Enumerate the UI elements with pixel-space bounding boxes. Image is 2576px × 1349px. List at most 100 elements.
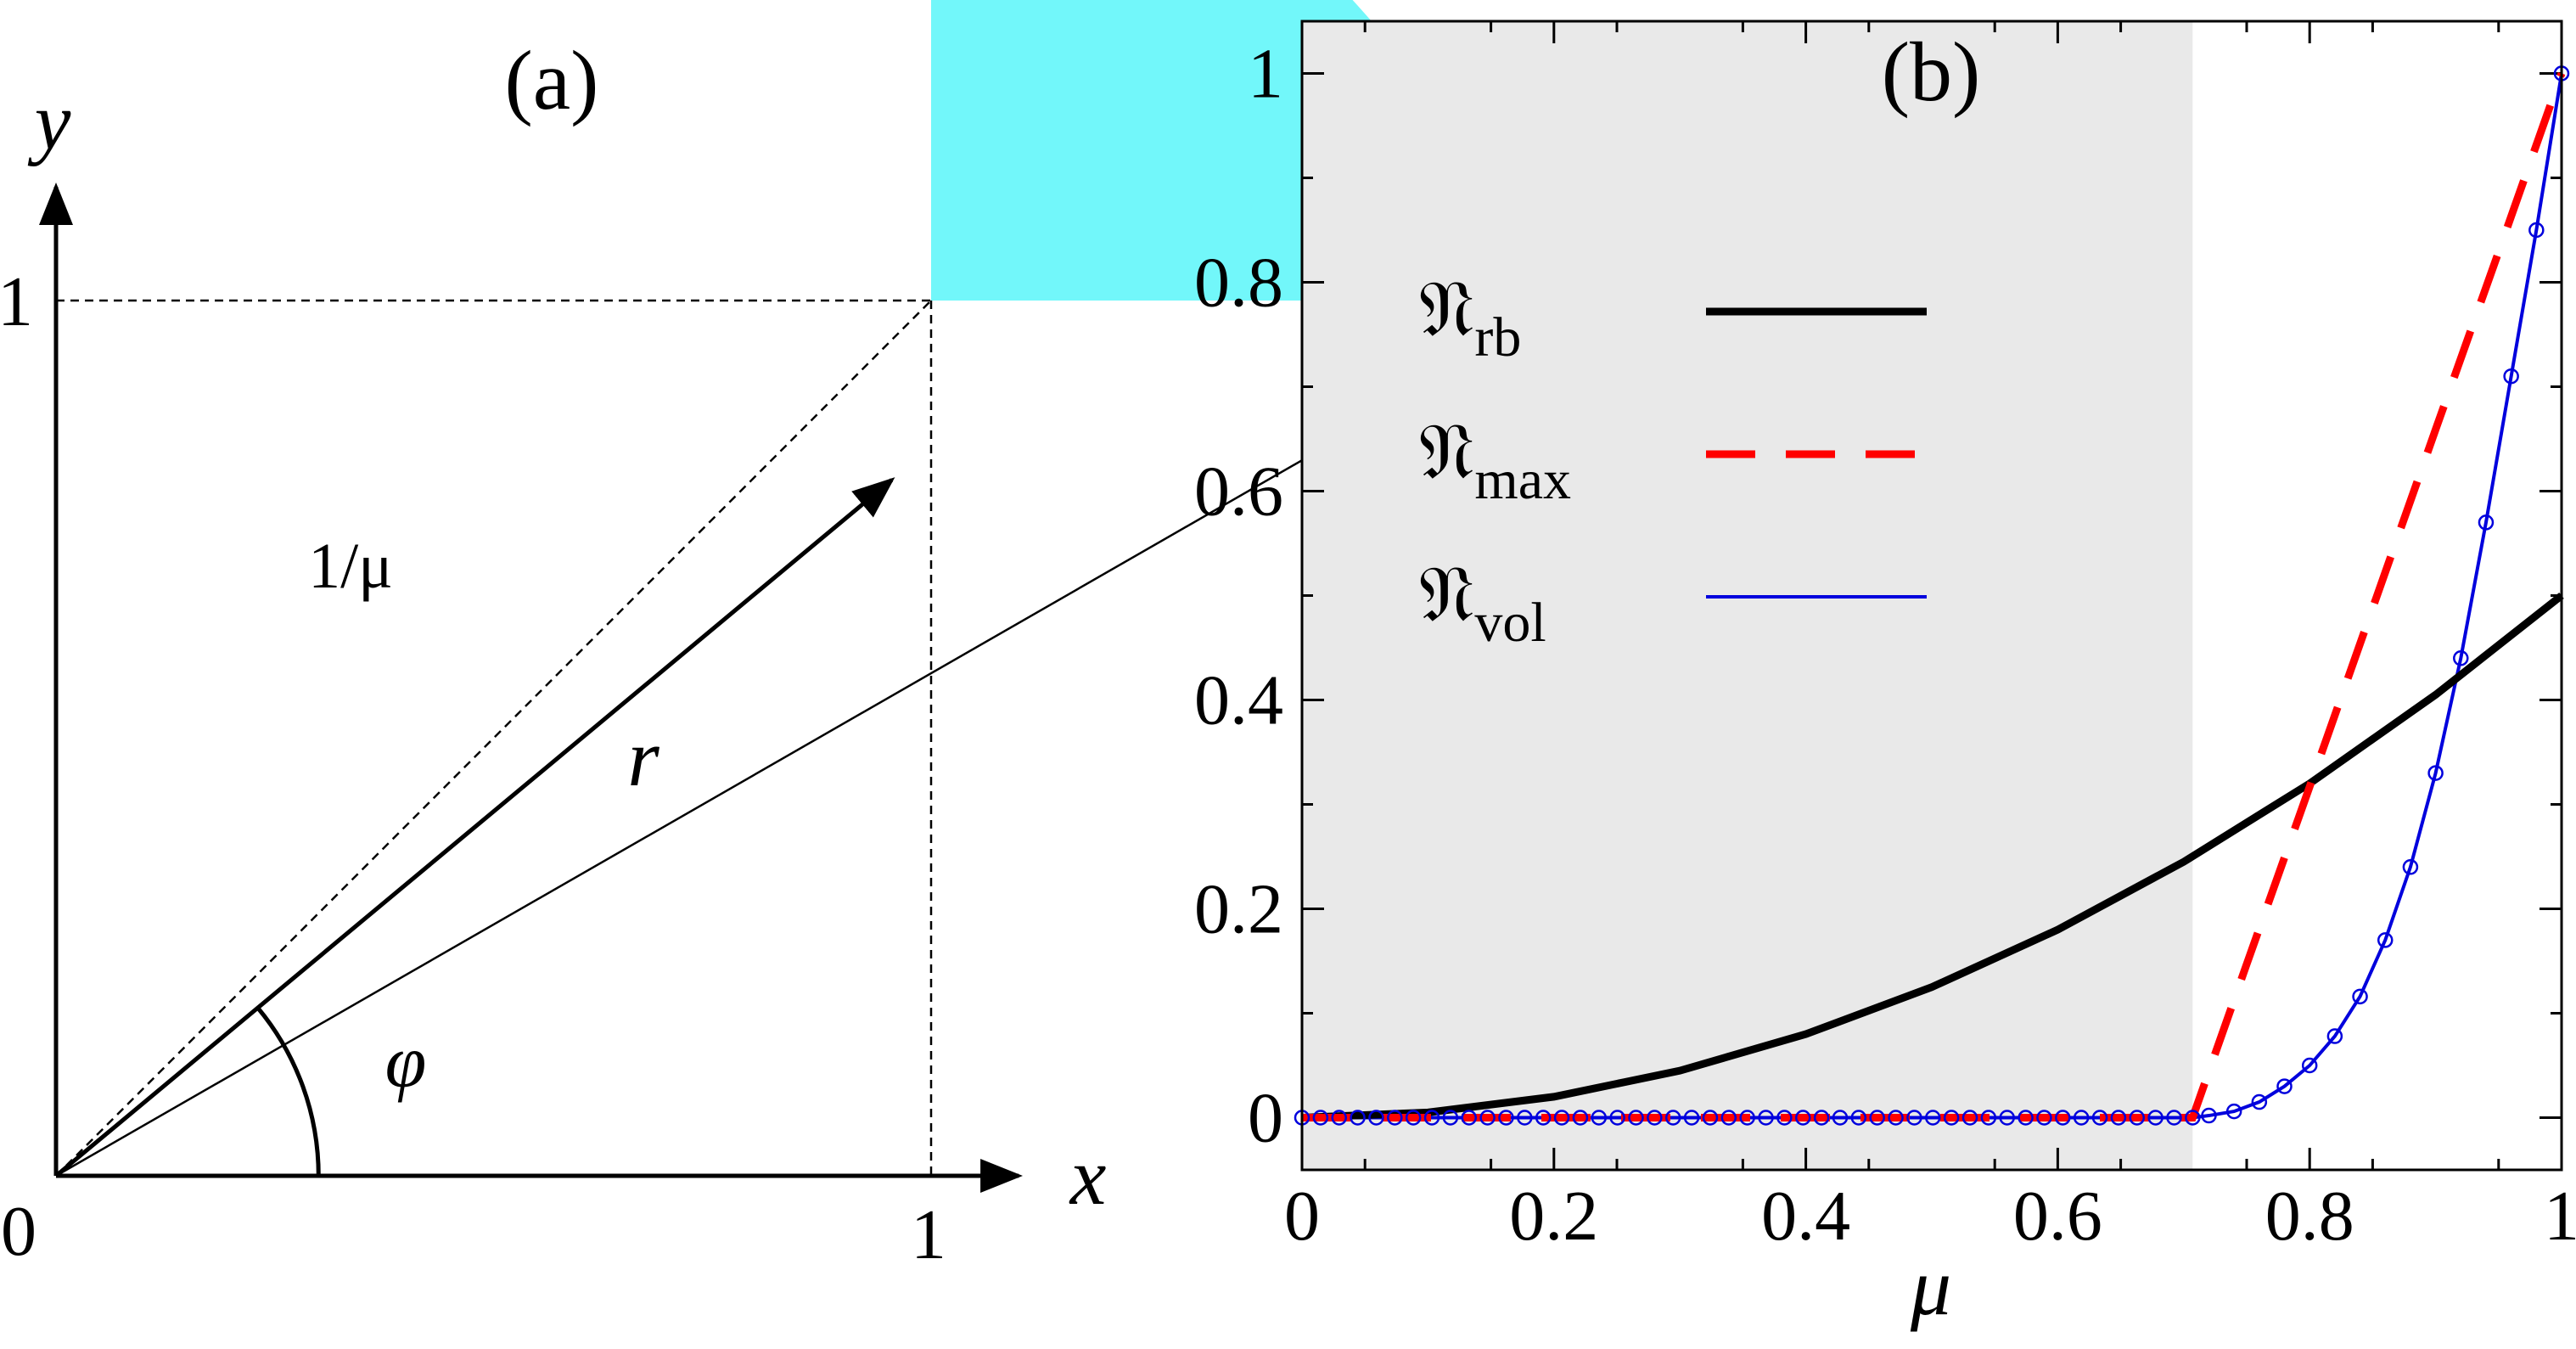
y-tick-label: 1 (1248, 35, 1283, 114)
series-vol-marker (1553, 1110, 1570, 1126)
y-one-label: 1 (0, 262, 33, 341)
series-vol-marker (1813, 1110, 1830, 1126)
x-tick-label: 0.2 (1509, 1177, 1598, 1256)
series-vol-marker (1888, 1110, 1904, 1126)
series-vol-marker (2528, 222, 2545, 239)
series-vol-marker (2129, 1110, 2146, 1126)
series-vol-marker (1535, 1110, 1552, 1126)
series-vol-marker (2091, 1110, 2108, 1126)
series-vol-marker (1312, 1110, 1329, 1126)
series-vol-marker (1405, 1110, 1422, 1126)
x-tick-label: 0.8 (2265, 1177, 2354, 1256)
x-tick-label: 0 (1284, 1177, 1320, 1256)
y-tick-label: 0.4 (1194, 661, 1283, 740)
series-vol-marker (2402, 859, 2419, 875)
series-vol-marker (1720, 1110, 1737, 1126)
series-vol-marker (1368, 1110, 1384, 1126)
series-vol-marker (2276, 1078, 2293, 1094)
r-label: r (627, 712, 659, 803)
series-vol-marker (1999, 1110, 2015, 1126)
series-vol-marker (2166, 1110, 2182, 1126)
series-layer (1294, 65, 2570, 1126)
y-tick-label: 0.8 (1194, 244, 1283, 323)
x-one-label: 1 (911, 1195, 946, 1274)
series-vol-marker (1739, 1110, 1755, 1126)
series-vol-marker (1498, 1110, 1514, 1126)
panel-a-label: (a) (505, 33, 599, 127)
r-vector-arrow (54, 477, 895, 1178)
series-vol-marker (2453, 650, 2469, 666)
series-vol-marker (1442, 1110, 1459, 1126)
series-vol-marker (1350, 1110, 1366, 1126)
series-vol-marker (2185, 1110, 2201, 1126)
series-vol-marker (1906, 1110, 1922, 1126)
series-vol-marker (2377, 932, 2394, 948)
y-axis-label: y (27, 76, 71, 166)
plot-frame (1300, 20, 2563, 1172)
series-vol-marker (2055, 1110, 2071, 1126)
series-vol-marker (1980, 1110, 1997, 1126)
series-vol-marker (1664, 1110, 1681, 1126)
series-vol-marker (1702, 1110, 1719, 1126)
phi-label: φ (385, 1021, 427, 1104)
origin-label: 0 (1, 1192, 36, 1271)
series-vol-marker (1461, 1110, 1478, 1126)
series-vol-marker (2301, 1057, 2318, 1074)
series-vol-marker (1943, 1110, 1960, 1126)
x-tick-label: 0.6 (2013, 1177, 2102, 1256)
series-vol-marker (2251, 1093, 2268, 1110)
y-tick-label: 0.6 (1194, 452, 1283, 531)
series-vol-marker (2110, 1110, 2127, 1126)
series-vol-marker (2018, 1110, 2034, 1126)
series-vol-marker (1850, 1110, 1867, 1126)
series-vol-marker (2201, 1107, 2217, 1124)
series-vol-marker (2503, 368, 2519, 385)
x-tick-label: 1 (2544, 1177, 2576, 1256)
diagonal-dashed (55, 300, 932, 1177)
series-vol-marker (2478, 514, 2495, 531)
series-vol-marker (2326, 1028, 2343, 1044)
legend-max-subscript: max (1474, 449, 1571, 511)
x-axis-label: x (1069, 1131, 1107, 1222)
series-vol-marker (1795, 1110, 1811, 1126)
series-vol-marker (1832, 1110, 1849, 1126)
legend-rb-subscript: rb (1474, 306, 1521, 368)
radius-label: 1/μ (308, 531, 393, 602)
x-tick-label: 0.4 (1761, 1177, 1850, 1256)
series-vol-marker (1517, 1110, 1533, 1126)
legend-vol-subscript: vol (1474, 592, 1546, 654)
y-tick-label: 0 (1248, 1079, 1283, 1158)
series-max-line (1302, 72, 2566, 1121)
panel-b-label: (b) (1882, 25, 1981, 119)
series-vol-marker (1869, 1110, 1885, 1126)
panel-b-chart: 0 0.2 0.4 0.6 0.8 1 0 0.2 0.4 0.6 0.8 1 (b) μ 𝔑rb𝔑m… (1194, 20, 2576, 1332)
series-vol-marker (1331, 1110, 1347, 1126)
x-axis-title: μ (1910, 1241, 1951, 1332)
series-rb-line (1301, 592, 2564, 1121)
series-vol-marker (2147, 1110, 2164, 1126)
tick-labels: 0 0.2 0.4 0.6 0.8 1 0 0.2 0.4 0.6 0.8 1 (1194, 35, 2576, 1256)
y-tick-label: 0.2 (1194, 870, 1283, 949)
series-vol-marker (2036, 1110, 2052, 1126)
series-vol-marker (1609, 1110, 1625, 1126)
series-vol-line (1302, 73, 2563, 1120)
series-vol-marker (2352, 988, 2368, 1005)
series-vol-marker (1423, 1110, 1440, 1126)
series-vol-marker (1387, 1110, 1403, 1126)
series-vol-marker (2225, 1103, 2242, 1120)
series-vol-marker (1683, 1110, 1700, 1126)
series-vol-marker (1628, 1110, 1644, 1126)
series-vol-marker (2073, 1110, 2090, 1126)
series-vol-marker (2427, 765, 2444, 781)
series-vol-marker (1479, 1110, 1496, 1126)
series-vol-marker (1961, 1110, 1978, 1126)
series-vol-marker (1572, 1110, 1589, 1126)
series-vol-marker (1758, 1110, 1774, 1126)
series-vol-marker (1647, 1110, 1663, 1126)
angle-arc (255, 1006, 321, 1177)
series-vol-marker (1776, 1110, 1793, 1126)
series-vol-marker (1591, 1110, 1608, 1126)
series-vol-marker (1925, 1110, 1941, 1126)
